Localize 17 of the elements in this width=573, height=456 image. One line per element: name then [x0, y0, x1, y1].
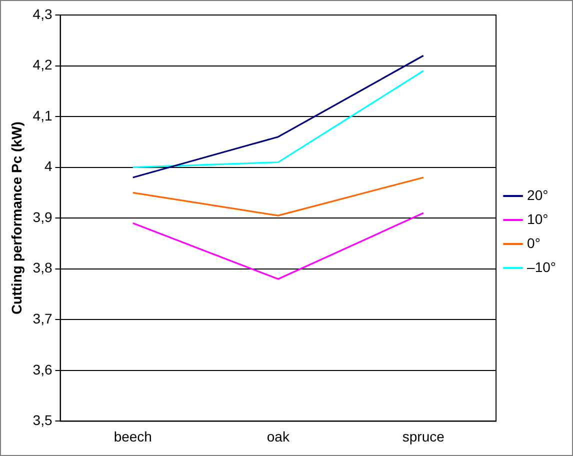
x-tick-label: beech: [114, 428, 152, 444]
y-tick-label: 3,9: [32, 208, 52, 225]
y-tick-label: 4: [44, 158, 52, 174]
y-tick-label: 4,2: [32, 56, 52, 73]
y-tick-label: 3,6: [32, 361, 52, 378]
y-tick-label: 3,5: [32, 412, 52, 428]
legend-label: 20°: [527, 186, 548, 203]
y-tick-label: 4,1: [32, 107, 52, 124]
y-axis-title: Cutting performance Pc (kW): [8, 122, 24, 315]
legend-label: 10°: [527, 210, 548, 227]
x-tick-label: oak: [266, 428, 290, 444]
y-tick-label: 4,3: [32, 6, 52, 22]
x-tick-label: spruce: [402, 428, 445, 444]
legend-label: –10°: [527, 258, 556, 275]
y-tick-label: 3,7: [32, 310, 52, 327]
legend-label: 0°: [527, 234, 540, 251]
y-tick-label: 3,8: [32, 260, 52, 276]
